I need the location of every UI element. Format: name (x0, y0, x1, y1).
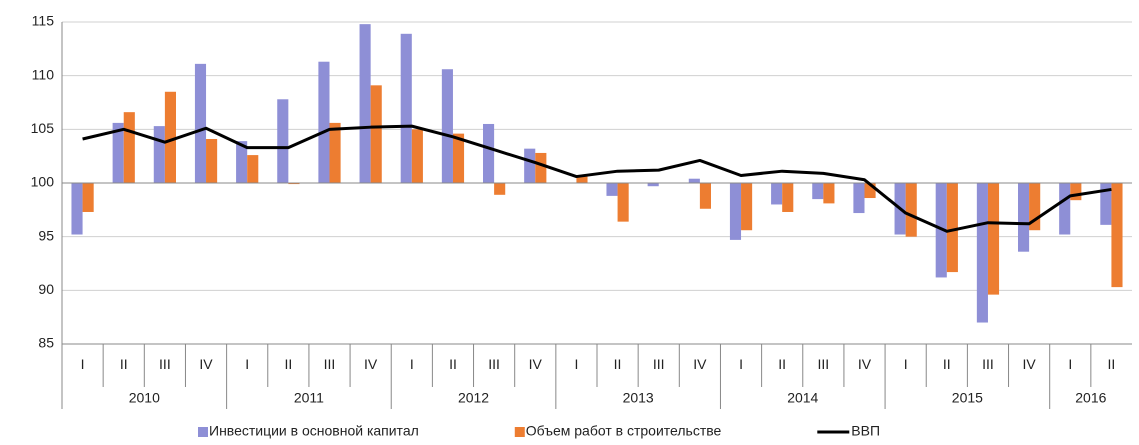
bar (987, 183, 1000, 295)
bar (329, 122, 341, 183)
bar (812, 183, 824, 200)
y-tick-label: 100 (31, 174, 55, 190)
y-tick-label: 90 (38, 281, 54, 297)
bar (729, 183, 742, 240)
bar (123, 112, 135, 183)
x-tick-label: IV (858, 356, 872, 372)
bar (606, 183, 618, 196)
bar (318, 61, 330, 183)
y-tick-label: 105 (31, 120, 55, 136)
x-tick-label: I (574, 356, 578, 372)
x-tick-label: II (1108, 356, 1116, 372)
x-tick-label: IV (1022, 356, 1036, 372)
bar (288, 183, 300, 185)
legend-label: ВВП (851, 423, 880, 439)
x-tick-label: II (943, 356, 951, 372)
bar (400, 33, 412, 183)
x-tick-label: IV (529, 356, 543, 372)
bar (71, 183, 83, 235)
group-label: 2015 (952, 390, 983, 406)
x-tick-label: III (159, 356, 171, 372)
bar (359, 24, 371, 183)
bar (370, 85, 382, 183)
y-tick-label: 85 (38, 335, 54, 351)
bar (771, 183, 783, 205)
bar (112, 122, 124, 183)
bar (1111, 183, 1123, 288)
bar (1029, 183, 1041, 231)
bar (905, 183, 917, 237)
group-label: 2010 (129, 390, 160, 406)
bar (82, 183, 94, 212)
bar (576, 176, 588, 183)
x-tick-label: II (778, 356, 786, 372)
x-tick-label: IV (693, 356, 707, 372)
bar (1100, 183, 1112, 225)
x-tick-label: II (614, 356, 622, 372)
bar (483, 123, 495, 183)
x-tick-label: II (120, 356, 128, 372)
x-tick-label: III (488, 356, 500, 372)
bar (441, 69, 453, 183)
bar (782, 183, 794, 212)
bar (1070, 183, 1082, 201)
x-tick-label: III (653, 356, 665, 372)
bar (194, 63, 207, 183)
group-label: 2011 (294, 390, 324, 406)
bar (164, 91, 176, 183)
x-tick-label: IV (364, 356, 378, 372)
x-tick-label: III (324, 356, 336, 372)
x-tick-label: I (410, 356, 414, 372)
group-label: 2014 (787, 390, 818, 406)
bar (277, 99, 289, 183)
bar (535, 152, 547, 183)
y-tick-label: 115 (32, 13, 55, 29)
x-tick-label: I (1068, 356, 1072, 372)
bar (153, 126, 165, 183)
legend-swatch (514, 427, 525, 437)
x-tick-label: IV (199, 356, 213, 372)
x-tick-label: I (904, 356, 908, 372)
legend-label: Объем работ в строительстве (526, 423, 722, 439)
bar (688, 178, 700, 183)
x-tick-label: II (449, 356, 457, 372)
y-tick-label: 110 (32, 66, 55, 82)
bar (699, 183, 711, 209)
bar (411, 129, 423, 183)
bar (1018, 183, 1030, 252)
legend-swatch (198, 427, 208, 437)
bar (647, 183, 659, 187)
x-tick-label: III (982, 356, 994, 372)
x-tick-label: I (81, 356, 85, 372)
bar (494, 183, 506, 195)
group-label: 2013 (623, 390, 654, 406)
bar (976, 183, 988, 323)
bar (741, 183, 753, 231)
legend-label: Инвестиции в основной капитал (209, 423, 419, 439)
line (82, 124, 1112, 233)
bar (853, 183, 865, 214)
bar (206, 138, 218, 183)
x-tick-label: I (245, 356, 249, 372)
group-label: 2012 (458, 390, 489, 406)
y-tick-label: 95 (38, 227, 54, 243)
bar (1059, 183, 1071, 235)
x-tick-label: I (739, 356, 743, 372)
bar (236, 141, 248, 183)
bar (617, 183, 629, 222)
bar (452, 133, 465, 183)
group-label: 2016 (1075, 390, 1106, 406)
bar (247, 155, 259, 183)
x-tick-label: II (284, 356, 292, 372)
bar (864, 183, 876, 199)
x-tick-label: III (818, 356, 830, 372)
bar (946, 183, 958, 273)
bar (823, 183, 835, 204)
bar (524, 148, 536, 183)
